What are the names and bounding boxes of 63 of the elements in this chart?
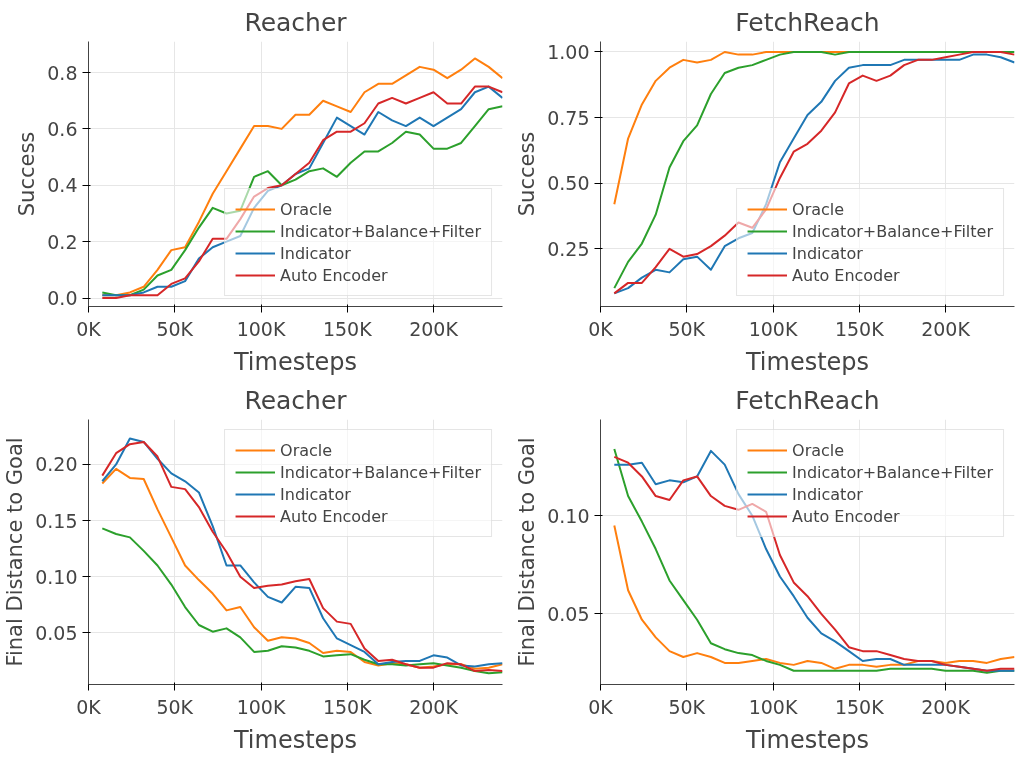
- legend-label: Auto Encoder: [792, 506, 900, 526]
- legend-label: Oracle: [280, 440, 333, 460]
- y-tick-label: 0.8: [47, 61, 78, 84]
- chart-title: Reacher: [244, 385, 348, 415]
- y-tick-label: 0.6: [47, 117, 78, 140]
- y-tick-label: 0.05: [547, 602, 590, 625]
- chart-title: FetchReach: [735, 7, 880, 37]
- y-axis-title: Success: [515, 131, 540, 217]
- x-axis-title: Timesteps: [744, 725, 870, 754]
- x-tick-label: 100K: [236, 695, 286, 718]
- legend-label: Indicator+Balance+Filter: [792, 221, 993, 241]
- legend-label: Auto Encoder: [792, 265, 900, 285]
- y-axis-title: Final Distance to Goal: [515, 437, 540, 667]
- legend-label: Indicator+Balance+Filter: [792, 462, 993, 482]
- y-tick-label: 0.10: [547, 504, 590, 527]
- legend-label: Auto Encoder: [280, 265, 388, 285]
- x-axis-title: Timesteps: [232, 347, 358, 376]
- x-tick-label: 150K: [322, 317, 373, 340]
- legend-label: Indicator: [792, 484, 863, 504]
- x-tick-label: 50K: [668, 317, 706, 340]
- x-tick-label: 50K: [156, 317, 194, 340]
- legend-label: Indicator: [792, 243, 863, 263]
- x-tick-label: 150K: [322, 695, 373, 718]
- chart-title: FetchReach: [735, 385, 880, 415]
- legend-label: Indicator: [280, 243, 351, 263]
- x-tick-label: 50K: [668, 695, 706, 718]
- x-tick-label: 0K: [76, 317, 102, 340]
- x-tick-label: 50K: [156, 695, 194, 718]
- x-axis-title: Timesteps: [744, 347, 870, 376]
- y-tick-label: 0.75: [547, 106, 590, 129]
- x-tick-label: 0K: [76, 695, 102, 718]
- legend-label: Indicator+Balance+Filter: [280, 462, 481, 482]
- x-tick-label: 150K: [834, 695, 885, 718]
- x-tick-label: 100K: [748, 317, 798, 340]
- y-tick-label: 0.25: [547, 237, 590, 260]
- x-tick-label: 200K: [921, 695, 971, 718]
- y-tick-label: 0.15: [35, 509, 78, 532]
- x-tick-label: 0K: [588, 695, 614, 718]
- legend-label: Oracle: [792, 440, 845, 460]
- x-tick-label: 200K: [409, 695, 459, 718]
- x-tick-label: 100K: [236, 317, 286, 340]
- x-tick-label: 150K: [834, 317, 885, 340]
- legend-label: Oracle: [792, 199, 845, 219]
- chart-title: Reacher: [244, 7, 348, 37]
- legend-label: Oracle: [280, 199, 333, 219]
- y-tick-label: 0.0: [47, 287, 78, 310]
- x-tick-label: 100K: [748, 695, 798, 718]
- x-tick-label: 0K: [588, 317, 614, 340]
- y-tick-label: 0.2: [47, 230, 78, 253]
- y-axis-title: Success: [15, 131, 40, 217]
- x-tick-label: 200K: [921, 317, 971, 340]
- legend-label: Indicator+Balance+Filter: [280, 221, 481, 241]
- x-tick-label: 200K: [409, 317, 459, 340]
- y-tick-label: 0.10: [35, 565, 78, 588]
- y-axis-title: Final Distance to Goal: [3, 437, 28, 667]
- y-tick-label: 0.05: [35, 621, 78, 644]
- y-tick-label: 0.20: [35, 453, 78, 476]
- y-tick-label: 0.4: [47, 174, 78, 197]
- legend-label: Auto Encoder: [280, 506, 388, 526]
- x-axis-title: Timesteps: [232, 725, 358, 754]
- y-tick-label: 0.50: [547, 172, 590, 195]
- y-tick-label: 1.00: [547, 41, 590, 63]
- legend-label: Indicator: [280, 484, 351, 504]
